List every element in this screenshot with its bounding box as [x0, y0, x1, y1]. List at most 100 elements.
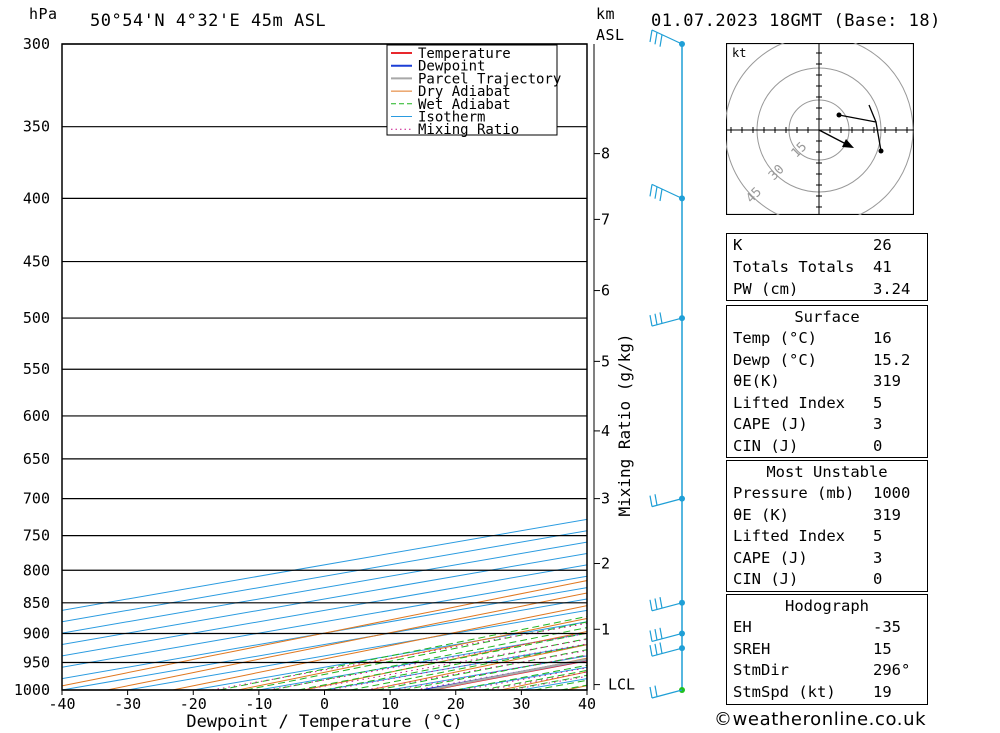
isotherm-line: [62, 541, 587, 634]
height-tick-label: 1: [601, 620, 610, 638]
legend-entry: Parcel Trajectory: [418, 71, 561, 87]
mixing-ratio-axis-title: Mixing Ratio (g/kg): [615, 333, 634, 516]
height-tick-label: 6: [601, 282, 610, 300]
wind-barb: [649, 312, 685, 327]
isotherm-line: [62, 575, 587, 668]
hodo-value: 19: [873, 682, 892, 701]
pressure-tick-label: 300: [23, 35, 50, 53]
x-tick-label: -30: [114, 695, 141, 713]
hodo-label: SREH: [733, 639, 771, 658]
most-unstable-panel: Most Unstable Pressure (mb) 1000 θE (K) 31…: [726, 460, 928, 592]
datetime-title: 01.07.2023 18GMT (Base: 18): [651, 11, 941, 31]
x-tick-label: -10: [245, 695, 272, 713]
index-row-pw: PW (cm) 3.24: [727, 279, 927, 301]
surface-label: CIN (J): [733, 436, 799, 455]
pressure-tick-label: 600: [23, 407, 50, 425]
mu-label: CIN (J): [733, 570, 799, 588]
legend-entry: Mixing Ratio: [418, 122, 519, 138]
legend-entry: Dry Adiabat: [418, 84, 511, 100]
pressure-tick-label: 700: [23, 490, 50, 508]
wind-barb: [649, 642, 685, 657]
wind-barb-feather: [654, 32, 658, 45]
surface-value: 0: [873, 436, 883, 455]
surface-value: 16: [873, 329, 892, 347]
surface-value: 319: [873, 372, 901, 390]
hodograph-unit-label: kt: [732, 46, 746, 60]
pressure-tick-label: 450: [23, 253, 50, 271]
hodograph-point: [878, 148, 884, 154]
surface-label: θE(K): [733, 372, 780, 390]
plot-area: [62, 518, 587, 690]
dry-adiabat-line: [238, 617, 587, 690]
wind-barb: [649, 685, 685, 699]
hodograph-point: [836, 112, 842, 118]
height-tick-label: 4: [601, 422, 610, 440]
x-tick-label: 30: [512, 695, 530, 713]
dry-adiabat-line: [106, 592, 587, 690]
height-tick-label: 7: [601, 210, 610, 228]
wind-barb-feather: [654, 685, 658, 697]
hodo-value: 296°: [873, 661, 911, 679]
index-value: 41: [873, 258, 892, 276]
wind-barb: [649, 597, 685, 612]
surface-panel: Surface Temp (°C) 16 Dewp (°C) 15.2 θE(K) 3…: [726, 305, 928, 458]
height-unit-label: km: [596, 5, 616, 23]
pressure-tick-label: 900: [23, 624, 50, 642]
pressure-tick-label: 1000: [14, 681, 50, 699]
dry-adiabat-line: [172, 605, 587, 690]
surface-title: Surface: [794, 308, 860, 326]
most-unstable-title: Most Unstable: [766, 463, 888, 481]
hodo-value: 15: [873, 639, 892, 658]
dry-adiabat-line: [62, 580, 587, 687]
storm-motion-vector: [818, 129, 847, 145]
pressure-tick-label: 650: [23, 450, 50, 468]
wind-barb-feather: [649, 630, 653, 642]
mu-label: θE (K): [733, 505, 789, 524]
wind-barb: [649, 494, 685, 508]
storm-motion-arrowhead: [842, 139, 854, 148]
x-tick-label: 20: [447, 695, 465, 713]
hodo-label: StmSpd (kt): [733, 682, 836, 701]
pressure-tick-label: 400: [23, 189, 50, 207]
height-unit-asl-label: ASL: [596, 26, 625, 44]
wind-barb-feather: [649, 184, 653, 197]
hodograph-trace-upper: [868, 104, 877, 123]
surface-label: Temp (°C): [733, 329, 817, 347]
legend-entry: Isotherm: [418, 110, 485, 126]
height-tick-label: 2: [601, 555, 610, 573]
index-label: Totals Totals: [733, 258, 855, 276]
index-value: 26: [873, 236, 892, 254]
wind-barb-feather: [659, 642, 663, 654]
pressure-tick-label: 500: [23, 309, 50, 327]
surface-label: CAPE (J): [733, 415, 808, 433]
hodograph-title: Hodograph: [785, 597, 869, 615]
x-axis-title: Dewpoint / Temperature (°C): [186, 712, 462, 732]
pressure-tick-label: 800: [23, 561, 50, 579]
mu-value: 1000: [873, 484, 911, 502]
index-label: K: [733, 236, 743, 254]
index-row-k: K 26: [727, 235, 927, 257]
x-tick-label: -20: [180, 695, 207, 713]
wind-barb-feather: [654, 629, 658, 641]
height-tick-label: LCL: [608, 676, 635, 694]
index-label: PW (cm): [733, 280, 799, 298]
surface-value: 5: [873, 393, 883, 412]
wind-barb-feather: [654, 313, 658, 325]
isotherm-line: [62, 530, 587, 623]
wind-barb-feather: [654, 494, 658, 506]
surface-value: 3: [873, 415, 883, 433]
hodo-value: -35: [873, 618, 901, 636]
pressure-tick-label: 550: [23, 360, 50, 378]
wind-barb-feather: [659, 597, 663, 609]
surface-label: Lifted Index: [733, 393, 845, 412]
wind-barb-feather: [654, 643, 658, 655]
height-tick-label: 5: [601, 352, 610, 370]
location-title: 50°54'N 4°32'E 45m ASL: [90, 11, 327, 31]
pressure-tick-label: 950: [23, 653, 50, 671]
mixing-ratio-line: [365, 650, 587, 690]
index-row-totals: Totals Totals 41: [727, 257, 927, 279]
isotherm-line: [62, 518, 587, 611]
wind-barb: [649, 29, 685, 47]
pressure-tick-label: 850: [23, 594, 50, 612]
